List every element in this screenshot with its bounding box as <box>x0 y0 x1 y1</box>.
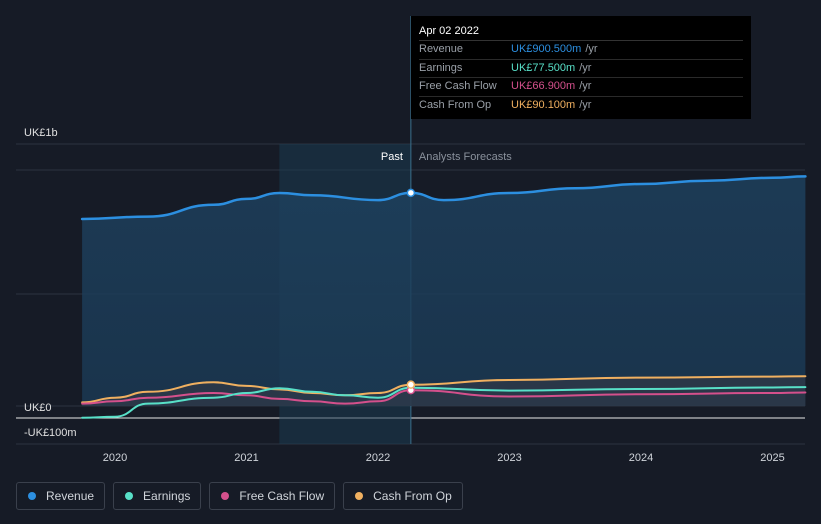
y-axis-top-label: UK£1b <box>24 127 58 139</box>
tooltip-label: Revenue <box>419 43 464 55</box>
cash-from-op-point <box>406 380 416 389</box>
tooltip-row-free-cash-flow: Free Cash Flow UK£66.900m /yr <box>419 78 743 97</box>
tooltip-unit: /yr <box>579 80 592 92</box>
legend-label: Revenue <box>46 489 95 503</box>
tooltip-unit: /yr <box>579 98 592 111</box>
legend-label: Cash From Op <box>373 489 452 503</box>
x-axis-tick-label: 2024 <box>629 452 653 464</box>
forecast-label: Analysts Forecasts <box>419 151 512 163</box>
free-cash-flow-line <box>81 389 807 405</box>
earnings-line <box>81 386 807 419</box>
revenue-dot-icon <box>28 492 36 500</box>
tooltip-label: Free Cash Flow <box>419 80 497 92</box>
legend-item-earnings[interactable]: Earnings <box>113 482 202 510</box>
tooltip-value: UK£66.900m <box>511 80 576 92</box>
tooltip-label: Cash From Op <box>419 98 492 111</box>
tooltip-value: UK£90.100m <box>511 98 576 111</box>
x-axis-tick-label: 2023 <box>497 452 521 464</box>
tooltip-unit: /yr <box>579 61 592 74</box>
past-label: Past <box>381 151 403 163</box>
y-axis-bottom-label: -UK£100m <box>24 427 77 439</box>
legend-label: Free Cash Flow <box>239 489 325 503</box>
tooltip-row-revenue: Revenue UK£900.500m /yr <box>419 41 743 60</box>
tooltip-row-cash-from-op: Cash From Op UK£90.100m /yr <box>419 97 743 115</box>
x-axis-tick-label: 2020 <box>103 452 127 464</box>
tooltip-row-earnings: Earnings UK£77.500m /yr <box>419 60 743 78</box>
tooltip-label: Earnings <box>419 61 463 74</box>
legend-item-cash-from-op[interactable]: Cash From Op <box>343 482 463 510</box>
tooltip-unit: /yr <box>585 43 598 55</box>
revenue-point <box>406 188 416 198</box>
chart: UK£1b UK£0 -UK£100m 2020 2021 2022 2023 2024 202… <box>16 16 807 464</box>
x-axis-tick-label: 2021 <box>234 452 258 464</box>
x-axis-tick-label: 2022 <box>366 452 390 464</box>
revenue-area-past <box>82 176 805 406</box>
legend: Revenue Earnings Free Cash Flow Cash Fro… <box>16 482 463 510</box>
x-axis-tick-label: 2025 <box>760 452 784 464</box>
tooltip-value: UK£900.500m <box>511 43 582 55</box>
cash-from-op-dot-icon <box>355 492 364 500</box>
tooltip-date: Apr 02 2022 <box>419 24 743 41</box>
y-axis-zero-label: UK£0 <box>24 402 52 414</box>
legend-item-revenue[interactable]: Revenue <box>16 482 106 510</box>
free-cash-flow-dot-icon <box>221 492 230 500</box>
legend-label: Earnings <box>143 489 191 503</box>
tooltip-value: UK£77.500m <box>511 61 576 74</box>
legend-item-free-cash-flow[interactable]: Free Cash Flow <box>209 482 336 510</box>
hover-tooltip: Apr 02 2022 Revenue UK£900.500m /yr Earn… <box>411 16 751 119</box>
earnings-dot-icon <box>125 492 134 500</box>
